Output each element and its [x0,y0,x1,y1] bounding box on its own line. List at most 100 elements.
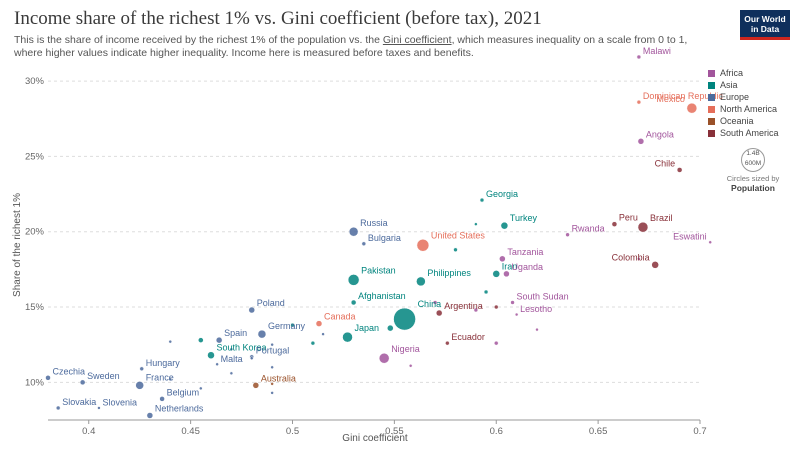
x-tick-label: 0.65 [589,426,608,437]
point-france[interactable] [135,381,144,390]
point-tanzania[interactable] [499,255,506,263]
chart-subtitle: This is the share of income received by … [14,34,714,60]
point-colombia[interactable] [651,261,659,269]
point-unlabeled[interactable] [250,356,254,360]
legend-item[interactable]: Oceania [708,115,779,127]
point-mexico[interactable] [686,102,698,114]
point-dominican-republic[interactable] [636,99,642,105]
point-iran[interactable] [492,270,500,278]
legend-swatch [708,117,715,125]
point-unlabeled[interactable] [229,371,234,376]
point-peru[interactable] [611,221,618,227]
point-unlabeled[interactable] [535,327,539,332]
point-unlabeled[interactable] [387,324,394,332]
point-label: Canada [324,312,356,322]
point-uganda[interactable] [503,270,510,278]
point-australia[interactable] [252,382,260,389]
point-unlabeled[interactable] [321,332,325,336]
point-label: Spain [224,328,247,338]
legend-label: Africa [720,68,744,78]
point-unlabeled[interactable] [310,340,316,346]
point-germany[interactable] [257,329,267,339]
point-south-korea[interactable] [207,351,215,359]
point-unlabeled[interactable] [494,304,499,310]
point-label: Bulgaria [368,233,401,243]
point-bulgaria[interactable] [361,241,367,247]
point-unlabeled[interactable] [408,364,413,368]
point-philippines[interactable] [416,276,426,287]
point-label: Malta [221,354,243,364]
point-spain[interactable] [215,336,223,344]
x-tick-label: 0.5 [286,426,299,437]
point-ecuador[interactable] [445,340,450,346]
point-canada[interactable] [315,320,323,327]
point-hungary[interactable] [139,366,144,372]
point-afghanistan[interactable] [350,299,357,306]
point-chile[interactable] [676,167,683,173]
point-unlabeled[interactable] [270,365,274,370]
point-unlabeled[interactable] [270,342,274,347]
point-turkey[interactable] [500,221,509,230]
logo-bar [740,37,790,40]
point-malawi[interactable] [636,54,642,60]
point-unlabeled[interactable] [290,322,295,328]
point-argentina[interactable] [435,309,443,317]
point-georgia[interactable] [479,197,485,203]
x-tick-label: 0.6 [490,426,503,437]
point-label: Slovakia [62,397,96,407]
legend-item[interactable]: South America [708,127,779,139]
point-unlabeled[interactable] [453,247,458,253]
point-rwanda[interactable] [565,232,570,237]
legend-item[interactable]: Africa [708,67,779,79]
point-united-states[interactable] [416,239,430,252]
point-unlabeled[interactable] [483,289,489,295]
point-slovenia[interactable] [97,406,101,410]
point-czechia[interactable] [45,375,51,381]
point-label: Argentina [444,301,483,311]
legend-label: Asia [720,80,738,90]
point-unlabeled[interactable] [168,339,172,344]
point-poland[interactable] [248,306,255,314]
point-label: Peru [619,213,638,223]
point-china[interactable] [393,307,416,331]
point-unlabeled[interactable] [270,391,274,395]
point-unlabeled[interactable] [494,340,499,346]
point-unlabeled[interactable] [637,257,641,261]
x-tick-label: 0.4 [82,426,95,437]
point-unlabeled[interactable] [270,382,274,386]
point-pakistan[interactable] [347,274,360,286]
gini-link[interactable]: Gini coefficient [382,34,452,46]
point-japan[interactable] [342,331,353,343]
legend-label: North America [720,104,778,114]
point-belgium[interactable] [159,396,165,402]
point-malta[interactable] [215,362,219,367]
point-eswatini[interactable] [708,240,712,244]
point-label: Malawi [643,46,671,56]
size-legend-big: 1.4B [746,150,760,157]
legend-item[interactable]: Europe [708,91,779,103]
point-label: Lesotho [520,304,552,314]
chart-title: Income share of the richest 1% vs. Gini … [14,8,542,29]
legend-swatch [708,81,715,89]
point-unlabeled[interactable] [198,337,204,343]
point-nigeria[interactable] [378,352,390,364]
owid-logo[interactable]: Our World in Data [740,10,790,40]
point-unlabeled[interactable] [229,347,234,351]
legend-item[interactable]: Asia [708,79,779,91]
legend-item[interactable]: North America [708,103,779,115]
point-unlabeled[interactable] [199,386,203,391]
point-unlabeled[interactable] [168,377,172,382]
point-sweden[interactable] [79,379,86,386]
point-angola[interactable] [637,138,645,145]
point-netherlands[interactable] [146,412,154,419]
point-unlabeled[interactable] [474,222,478,226]
point-slovakia[interactable] [55,405,61,411]
point-unlabeled[interactable] [432,300,438,305]
point-south-sudan[interactable] [510,300,515,305]
point-brazil[interactable] [637,221,649,233]
point-lesotho[interactable] [514,312,519,317]
point-russia[interactable] [348,226,359,237]
point-unlabeled[interactable] [473,307,479,313]
